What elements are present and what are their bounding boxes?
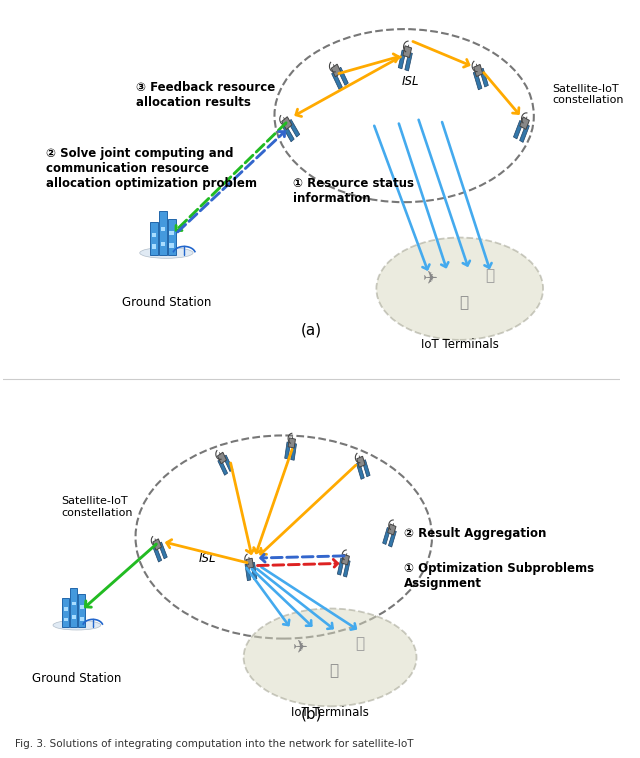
Text: IoT Terminals: IoT Terminals	[420, 337, 499, 351]
Text: ⛵: ⛵	[459, 295, 468, 310]
Polygon shape	[79, 617, 84, 621]
Ellipse shape	[140, 247, 193, 258]
Polygon shape	[356, 462, 364, 479]
FancyBboxPatch shape	[159, 211, 167, 255]
Polygon shape	[388, 530, 396, 547]
Polygon shape	[337, 558, 344, 575]
Polygon shape	[362, 460, 370, 477]
Polygon shape	[288, 120, 300, 137]
FancyBboxPatch shape	[150, 222, 158, 255]
Polygon shape	[218, 459, 228, 475]
Text: ③ Feedback resource
allocation results: ③ Feedback resource allocation results	[136, 80, 275, 108]
Polygon shape	[63, 607, 68, 611]
Polygon shape	[158, 542, 167, 559]
Polygon shape	[356, 456, 365, 467]
Polygon shape	[152, 244, 156, 249]
Polygon shape	[152, 233, 156, 237]
Polygon shape	[291, 443, 296, 460]
Polygon shape	[520, 124, 529, 143]
Text: ① Resource status
information: ① Resource status information	[293, 177, 414, 205]
Polygon shape	[332, 71, 342, 89]
Ellipse shape	[53, 620, 100, 630]
Polygon shape	[473, 71, 482, 89]
Polygon shape	[285, 442, 291, 459]
Polygon shape	[251, 562, 257, 579]
Text: ✈: ✈	[293, 640, 308, 657]
Text: ✈: ✈	[422, 271, 438, 289]
Text: Satellite-IoT
constellation: Satellite-IoT constellation	[61, 496, 133, 518]
Polygon shape	[282, 124, 294, 142]
FancyBboxPatch shape	[70, 588, 77, 627]
Ellipse shape	[244, 609, 417, 706]
Polygon shape	[79, 606, 84, 609]
Polygon shape	[388, 524, 396, 535]
Polygon shape	[405, 52, 412, 71]
Text: ① Optimization Subproblems
Assignment: ① Optimization Subproblems Assignment	[404, 562, 595, 590]
Polygon shape	[223, 455, 233, 471]
Polygon shape	[403, 45, 412, 58]
Text: Satellite-IoT
constellation: Satellite-IoT constellation	[552, 84, 624, 105]
Polygon shape	[337, 67, 348, 86]
Polygon shape	[170, 243, 174, 248]
Polygon shape	[398, 50, 406, 69]
Polygon shape	[72, 602, 76, 606]
Polygon shape	[153, 539, 161, 550]
Text: ⛭: ⛭	[485, 268, 494, 283]
Polygon shape	[218, 453, 227, 464]
Text: Ground Station: Ground Station	[32, 672, 122, 685]
Text: (a): (a)	[301, 323, 322, 337]
Polygon shape	[383, 528, 390, 544]
Polygon shape	[245, 564, 251, 581]
Text: ② Result Aggregation: ② Result Aggregation	[404, 527, 547, 540]
Text: ⛵: ⛵	[329, 663, 339, 678]
Polygon shape	[153, 545, 162, 562]
Ellipse shape	[376, 237, 543, 340]
Polygon shape	[288, 438, 296, 448]
Text: (b): (b)	[301, 706, 323, 722]
Polygon shape	[246, 558, 253, 568]
Text: Ground Station: Ground Station	[122, 296, 211, 309]
Text: ISL: ISL	[401, 75, 419, 88]
Polygon shape	[520, 117, 529, 130]
Polygon shape	[342, 554, 349, 565]
Polygon shape	[161, 227, 165, 231]
Polygon shape	[513, 121, 524, 139]
Polygon shape	[161, 242, 165, 246]
Text: ⛭: ⛭	[355, 637, 364, 651]
Polygon shape	[282, 117, 292, 130]
Text: ② Solve joint computing and
communication resource
allocation optimization probl: ② Solve joint computing and communicatio…	[46, 147, 257, 190]
Text: Fig. 3. Solutions of integrating computation into the network for satellite-IoT: Fig. 3. Solutions of integrating computa…	[15, 739, 413, 749]
Text: ISL: ISL	[198, 552, 216, 565]
Polygon shape	[72, 615, 76, 619]
FancyBboxPatch shape	[168, 218, 176, 255]
Polygon shape	[170, 231, 174, 235]
Polygon shape	[332, 64, 341, 77]
FancyBboxPatch shape	[78, 594, 85, 627]
FancyBboxPatch shape	[62, 597, 70, 627]
Polygon shape	[343, 560, 350, 577]
Polygon shape	[479, 68, 488, 87]
Text: IoT Terminals: IoT Terminals	[291, 706, 369, 719]
Polygon shape	[474, 64, 483, 77]
Polygon shape	[63, 618, 68, 622]
